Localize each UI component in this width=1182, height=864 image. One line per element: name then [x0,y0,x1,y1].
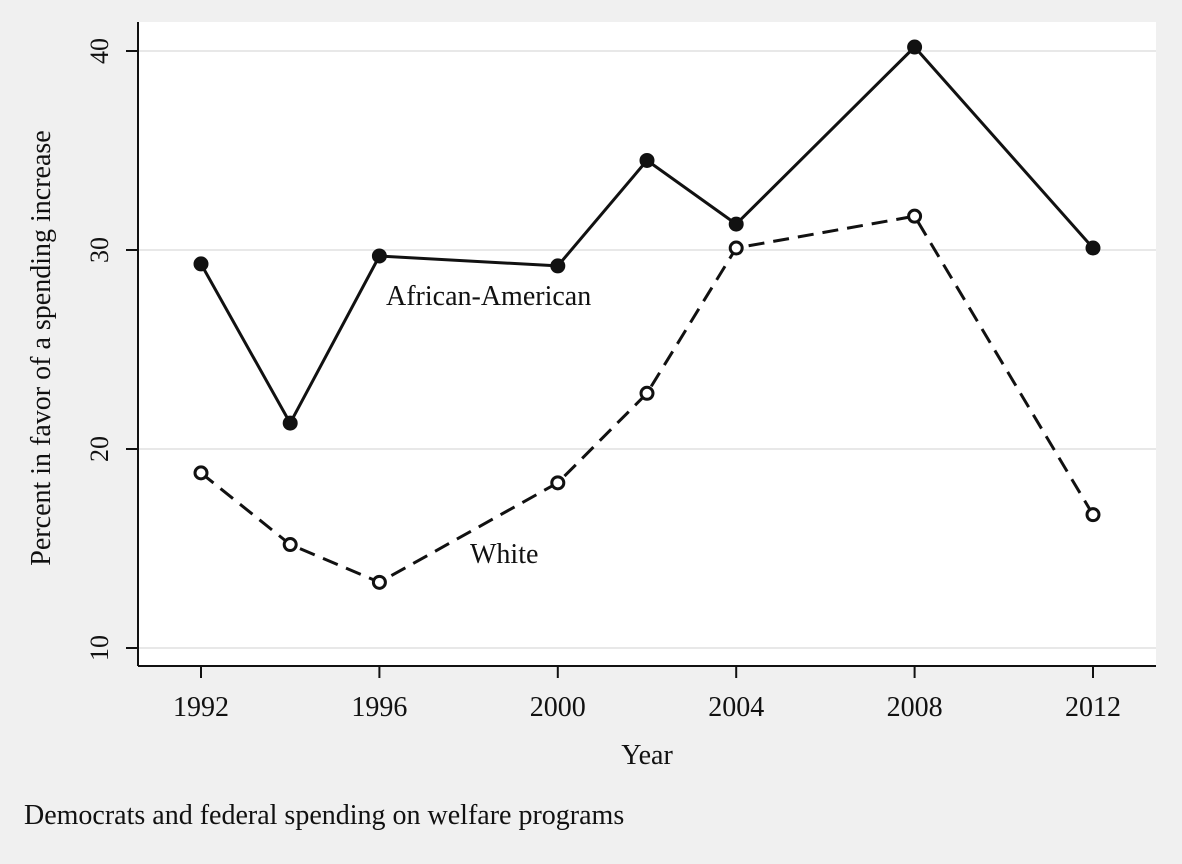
data-point-white-2008 [907,208,923,224]
x-tick-label-2008: 2008 [887,692,943,723]
data-point-african-american-2002 [639,152,655,168]
x-tick-label-2000: 2000 [530,692,586,723]
data-point-white-2004 [728,240,744,256]
data-point-white-1996 [371,574,387,590]
data-point-african-american-1992 [193,256,209,272]
data-point-african-american-2000 [550,258,566,274]
data-point-white-2002 [639,385,655,401]
series-label-white: White [470,539,538,570]
line-chart: 10 20 30 40 1992 1996 2000 2004 2008 2012 African… [26,22,1156,771]
y-tick-label-10: 10 [85,635,114,661]
gridlines [138,50,1156,649]
series-label-african-american: African-American [386,281,591,312]
series-line-african-american [199,45,1095,425]
series-lines [193,39,1101,590]
series-line-white [200,214,1095,584]
data-point-white-1994 [282,537,298,553]
plot-background [138,22,1156,666]
y-tick-label-40: 40 [85,38,114,64]
y-axis-title: Percent in favor of a spending increase [26,130,57,565]
data-point-african-american-2008 [907,39,923,55]
data-point-african-american-2012 [1085,240,1101,256]
x-tick-label-2012: 2012 [1065,692,1121,723]
x-tick-label-1992: 1992 [173,692,229,723]
data-point-african-american-1996 [371,248,387,264]
axis-ticks: 10 20 30 40 1992 1996 2000 2004 2008 2012 [85,38,1121,723]
y-tick-label-20: 20 [85,436,114,462]
y-tick-label-30: 30 [85,237,114,263]
data-point-african-american-2004 [728,216,744,232]
figure-caption: Democrats and federal spending on welfar… [24,800,625,831]
x-axis-title: Year [621,740,673,771]
data-point-white-1992 [193,465,209,481]
x-tick-label-2004: 2004 [708,692,764,723]
x-tick-label-1996: 1996 [351,692,407,723]
data-point-white-2012 [1085,507,1101,523]
data-point-white-2000 [550,475,566,491]
data-point-african-american-1994 [282,415,298,431]
